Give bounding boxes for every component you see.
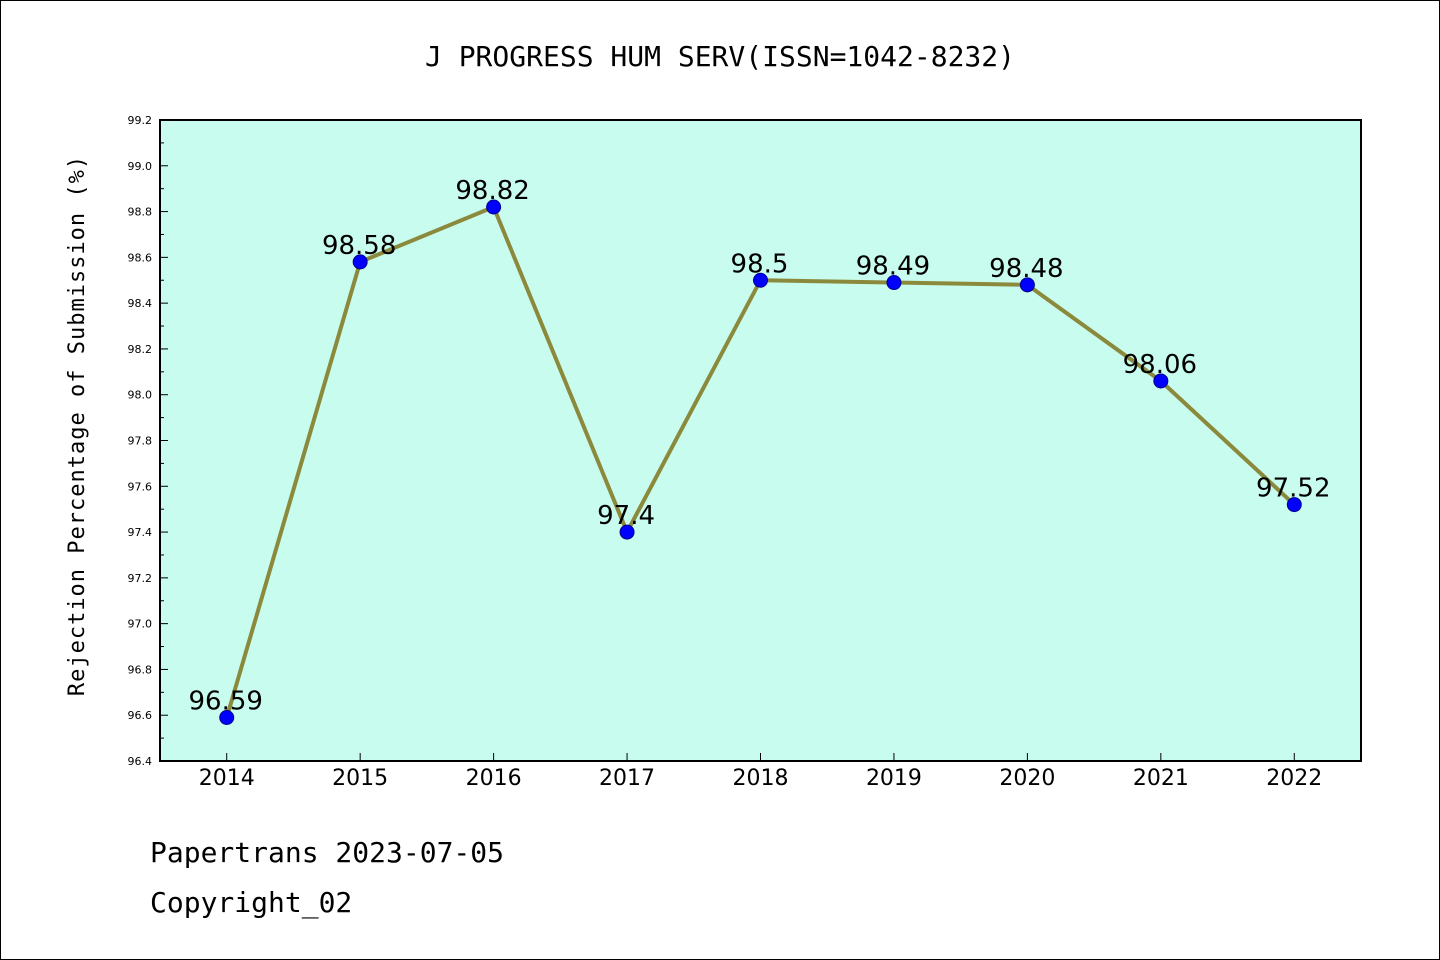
x-tick-label: 2021 <box>1133 766 1189 791</box>
x-tick-label: 2014 <box>199 766 255 791</box>
y-tick-label: 96.4 <box>128 755 153 768</box>
y-tick-label: 96.6 <box>128 709 153 722</box>
y-axis-label: Rejection Percentage of Submission (%) <box>65 155 90 696</box>
data-point <box>219 710 235 726</box>
x-tick-label: 2022 <box>1266 766 1322 791</box>
y-tick-label: 98.2 <box>128 343 153 356</box>
data-point <box>352 254 368 270</box>
x-tick-label: 2015 <box>332 766 388 791</box>
plot-border <box>159 119 1362 762</box>
plot-area <box>160 120 1361 761</box>
footer-date: Papertrans 2023-07-05 <box>150 836 505 869</box>
data-label: 98.49 <box>856 252 930 282</box>
data-point <box>753 272 768 288</box>
y-tick-label: 99.0 <box>128 160 153 173</box>
y-tick-label: 97.2 <box>128 572 153 585</box>
data-point <box>1153 373 1169 389</box>
y-tick-label: 98.0 <box>128 389 153 402</box>
data-point <box>1019 277 1035 293</box>
data-point <box>1286 497 1302 513</box>
data-label: 97.52 <box>1256 474 1330 504</box>
y-tick-label: 98.4 <box>128 297 153 310</box>
data-label: 98.06 <box>1123 350 1197 380</box>
y-tick-label: 98.6 <box>128 251 153 264</box>
chart-title: J PROGRESS HUM SERV(ISSN=1042-8232) <box>425 40 1015 73</box>
y-tick-label: 97.6 <box>128 480 153 493</box>
footer-copyright: Copyright_02 <box>150 886 353 919</box>
y-axis: 96.4 96.6 96.8 97.0 97.2 97.4 97.6 97.8 98.0 98.2… <box>128 114 168 768</box>
x-tick-label: 2016 <box>466 766 522 791</box>
x-tick-label: 2017 <box>599 766 655 791</box>
data-label: 98.5 <box>731 249 789 279</box>
y-tick-label: 97.8 <box>128 435 153 448</box>
y-tick-label: 96.8 <box>128 663 153 676</box>
y-tick-label: 99.2 <box>128 114 153 127</box>
x-tick-label: 2019 <box>866 766 922 791</box>
y-tick-label: 98.8 <box>128 206 153 219</box>
data-label: 98.82 <box>455 176 529 206</box>
data-point <box>886 275 902 291</box>
data-label: 98.48 <box>989 254 1063 284</box>
y-tick-label: 97.0 <box>128 618 153 631</box>
x-tick-label: 2020 <box>999 766 1055 791</box>
x-axis: 2014 2015 2016 2017 2018 2019 2020 2021 2022 <box>199 753 1322 791</box>
y-tick-label: 97.4 <box>128 526 153 539</box>
x-tick-label: 2018 <box>733 766 789 791</box>
data-label: 98.58 <box>322 231 396 261</box>
data-point <box>619 524 635 540</box>
data-point <box>486 199 502 215</box>
data-label: 96.59 <box>189 687 263 717</box>
data-label: 97.4 <box>597 501 655 531</box>
series-group: 96.59 98.58 98.82 97.4 98.5 98.49 98.48 98.06 97… <box>189 176 1330 726</box>
